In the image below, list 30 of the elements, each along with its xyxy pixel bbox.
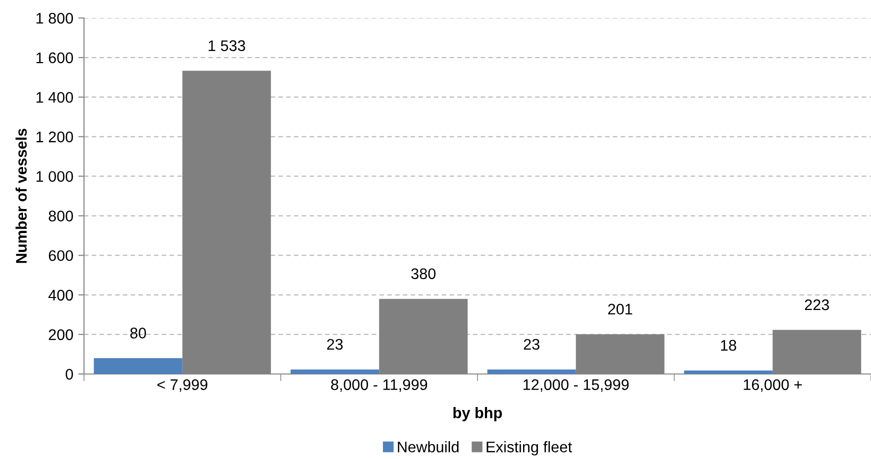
data-label: 201 — [608, 304, 632, 315]
y-tick-label: 0 — [66, 368, 73, 380]
y-tick-label: 600 — [48, 250, 73, 262]
bar — [290, 369, 380, 374]
bar — [684, 370, 773, 374]
y-tick-label: 400 — [48, 290, 73, 301]
y-tick-label: 1 200 — [36, 132, 73, 142]
x-tick-label: 8,000 - 11,999 — [331, 379, 428, 392]
y-tick-label: 1 600 — [36, 52, 73, 64]
y-tick-label: 800 — [48, 210, 73, 222]
data-label: 380 — [411, 268, 436, 280]
x-axis-title: by bhp — [453, 406, 502, 422]
x-tick-label: < 7,999 — [157, 379, 208, 392]
data-label: 23 — [524, 338, 540, 350]
bar — [487, 369, 576, 374]
data-label: 1 533 — [208, 40, 246, 52]
y-tick-label: 1 800 — [36, 12, 73, 24]
y-tick-label: 1 400 — [36, 92, 73, 103]
legend-label: Newbuild — [398, 441, 459, 452]
x-tick-label: 16,000 + — [744, 379, 802, 392]
data-label: 18 — [721, 340, 736, 351]
bar — [94, 358, 182, 374]
data-label: 23 — [327, 338, 343, 350]
y-tick-label: 200 — [48, 329, 73, 340]
y-axis-title: Number of vessels — [16, 128, 27, 263]
legend-label: Existing fleet — [486, 441, 572, 456]
x-tick-label: 12,000 - 15,999 — [524, 379, 629, 392]
data-label: 223 — [804, 299, 829, 310]
data-label: 80 — [130, 328, 146, 338]
y-tick-label: 1 000 — [36, 171, 73, 182]
